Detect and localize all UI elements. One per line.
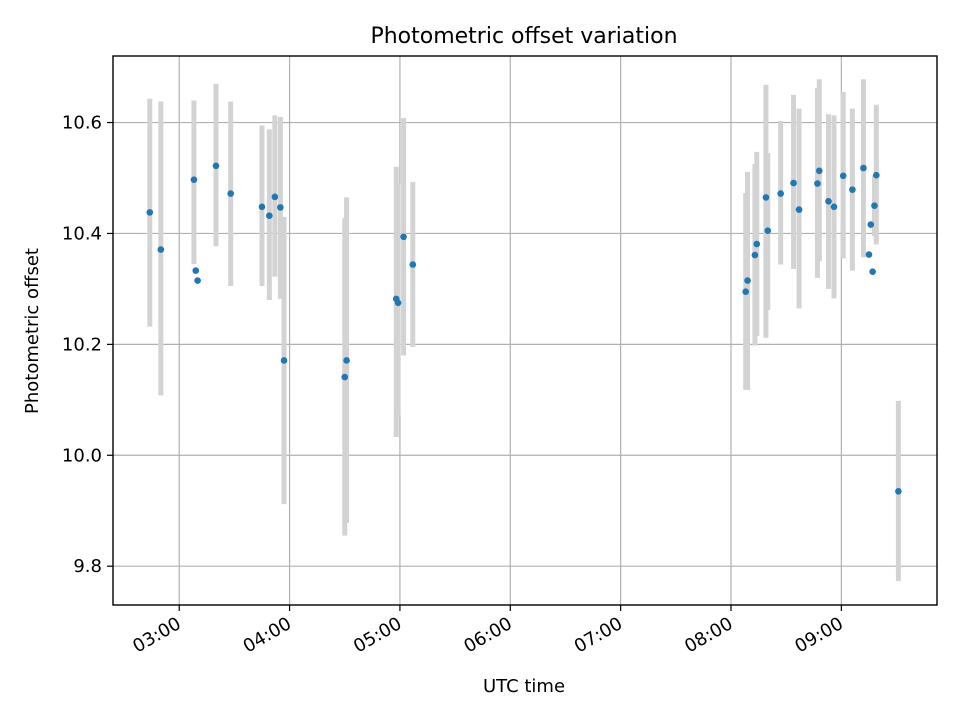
plot-frame <box>112 55 938 606</box>
data-point <box>400 233 407 241</box>
data-point <box>839 172 847 180</box>
y-tick-label: 10.0 <box>62 445 102 466</box>
data-point <box>190 176 198 183</box>
y-tick-label: 10.6 <box>62 113 102 134</box>
data-point <box>777 190 784 197</box>
data-point <box>873 171 880 179</box>
data-point <box>871 202 878 210</box>
data-point <box>744 277 751 284</box>
x-tick-label: 05:00 <box>350 613 405 657</box>
y-axis-label: Photometric offset <box>22 248 43 414</box>
data-point <box>869 268 876 276</box>
x-tick-label: 04:00 <box>240 613 295 657</box>
x-tick-label: 07:00 <box>571 613 626 657</box>
data-point <box>895 488 902 495</box>
data-point <box>157 246 165 253</box>
data-point <box>753 240 761 248</box>
data-point <box>194 277 201 284</box>
data-point <box>341 373 349 381</box>
data-point <box>814 180 821 187</box>
data-point <box>795 206 803 213</box>
x-tick-label: 09:00 <box>791 613 846 657</box>
y-tick-label: 10.4 <box>62 223 102 244</box>
data-point <box>212 162 220 170</box>
data-point <box>192 267 200 274</box>
x-tick-label: 06:00 <box>460 613 515 657</box>
data-point <box>742 288 750 295</box>
data-point <box>751 251 759 259</box>
data-point <box>266 212 273 220</box>
grid <box>113 56 937 605</box>
y-tick-label: 10.2 <box>62 334 102 355</box>
chart-title: Photometric offset variation <box>370 24 677 49</box>
data-point <box>860 164 867 172</box>
data-point <box>277 204 284 211</box>
data-point <box>849 186 856 193</box>
data-point <box>146 209 154 216</box>
data-point <box>409 261 417 268</box>
y-tick-label: 9.8 <box>73 556 102 577</box>
data-point <box>343 357 350 364</box>
x-tick-label: 03:00 <box>129 613 184 657</box>
data-point <box>394 299 402 307</box>
data-point <box>865 251 873 258</box>
data-points <box>146 162 902 495</box>
x-tick-label: 08:00 <box>681 613 736 657</box>
data-point <box>762 194 770 201</box>
data-point <box>815 167 823 175</box>
y-axis-ticks: 9.8 10.0 10.2 10.4 10.6 <box>62 113 113 577</box>
x-axis-ticks: 03:00 04:00 05:00 06:00 07:00 08:00 09:00 <box>129 605 847 657</box>
data-point <box>258 203 266 211</box>
data-point <box>790 179 797 187</box>
data-point <box>227 190 235 197</box>
data-point <box>271 193 279 201</box>
data-point <box>764 227 772 234</box>
errorbars <box>147 79 901 582</box>
data-point <box>830 203 838 211</box>
data-point <box>867 221 875 228</box>
data-point <box>825 197 832 205</box>
x-axis-label: UTC time <box>483 676 565 697</box>
data-point <box>280 357 288 364</box>
